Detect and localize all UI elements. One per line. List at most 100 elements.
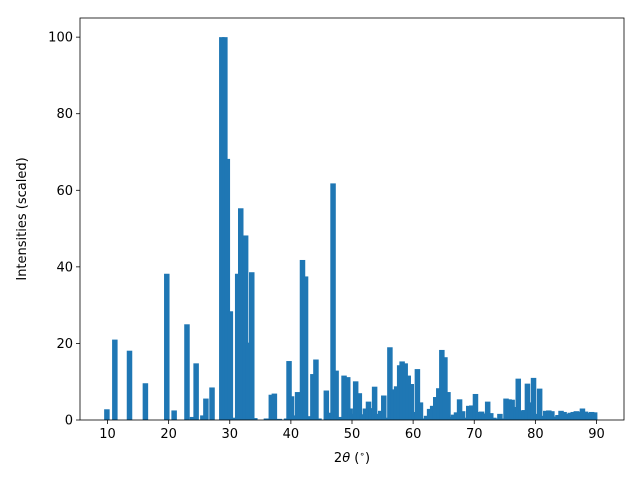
bar — [447, 416, 454, 420]
bar — [189, 416, 196, 420]
bar — [333, 370, 339, 420]
bar — [368, 408, 375, 420]
bar — [429, 405, 436, 420]
bar — [576, 411, 583, 420]
bar — [469, 405, 475, 420]
bar — [299, 259, 306, 420]
bar — [399, 361, 405, 420]
bar — [276, 418, 283, 420]
bar — [436, 388, 442, 420]
bar — [268, 394, 275, 420]
bar — [450, 414, 457, 420]
bar — [203, 398, 209, 420]
bar — [552, 416, 558, 420]
bar — [126, 350, 133, 420]
bar — [543, 410, 549, 420]
bar — [349, 413, 356, 420]
bar — [164, 273, 170, 420]
bar — [503, 398, 509, 420]
bar — [263, 418, 270, 420]
bar — [533, 413, 540, 420]
bar — [484, 401, 491, 420]
bar — [209, 387, 215, 420]
bar — [521, 410, 528, 420]
bar — [417, 402, 424, 420]
bar — [582, 411, 589, 420]
bar — [362, 408, 369, 420]
bar — [558, 410, 564, 420]
bars-group — [104, 37, 598, 420]
bar — [402, 363, 408, 420]
x-tick-label: 20 — [160, 427, 177, 442]
bar — [462, 417, 469, 420]
bar — [227, 311, 234, 420]
bar — [555, 415, 561, 420]
bar — [481, 413, 488, 420]
bar — [423, 415, 430, 420]
bar — [453, 412, 460, 420]
bar — [341, 375, 347, 420]
bar — [408, 384, 415, 420]
bar — [359, 414, 366, 420]
y-tick-label: 40 — [56, 260, 73, 275]
bar — [459, 411, 466, 420]
bar — [316, 418, 322, 420]
bar — [356, 393, 363, 420]
bar — [491, 417, 497, 420]
plot-frame — [79, 17, 625, 421]
bar — [588, 411, 595, 420]
bar — [500, 418, 506, 420]
x-axis-title-degree: ∘ — [359, 450, 365, 460]
bar — [573, 411, 580, 420]
bar — [387, 347, 393, 420]
bar — [238, 208, 244, 420]
bar — [549, 411, 555, 420]
bar — [515, 378, 522, 420]
bar — [420, 418, 427, 420]
bar — [561, 411, 567, 420]
bar — [224, 158, 231, 420]
bar — [472, 393, 479, 420]
bar — [536, 388, 543, 420]
y-axis-title: Intensities (scaled) — [15, 157, 30, 280]
bar — [393, 386, 400, 420]
bar — [527, 402, 534, 420]
x-axis-title-suffix: ( — [350, 451, 359, 466]
bar — [390, 389, 397, 420]
bar — [377, 410, 384, 420]
bar — [365, 401, 372, 420]
x-tick-label: 90 — [588, 427, 605, 442]
y-tick-label: 100 — [48, 31, 73, 46]
bar — [200, 415, 206, 420]
bar — [432, 397, 439, 420]
bar — [475, 411, 482, 420]
y-tick-label: 20 — [56, 337, 73, 352]
bar — [497, 413, 503, 420]
bar — [585, 412, 592, 420]
x-axis-title: 2θ (∘) — [334, 450, 370, 466]
bar — [381, 395, 387, 420]
bar — [307, 416, 313, 420]
y-tick-label: 80 — [56, 107, 73, 122]
y-tick-label: 0 — [65, 414, 73, 429]
bar — [567, 412, 573, 420]
bar — [530, 377, 537, 420]
bar — [426, 408, 433, 420]
x-axis-title-theta: θ — [342, 451, 350, 466]
bar — [506, 399, 512, 420]
bar — [466, 405, 472, 420]
bar — [518, 410, 525, 420]
bar — [245, 342, 252, 420]
bar — [442, 357, 448, 420]
bar — [288, 396, 295, 420]
bar — [112, 339, 118, 420]
bar — [326, 412, 333, 420]
bar — [271, 393, 278, 420]
y-axis: 0 20 40 60 80 100 — [48, 31, 80, 429]
bar — [323, 390, 330, 420]
bar — [234, 273, 241, 420]
bar — [330, 183, 336, 420]
bar — [302, 276, 309, 420]
bar — [591, 412, 598, 420]
